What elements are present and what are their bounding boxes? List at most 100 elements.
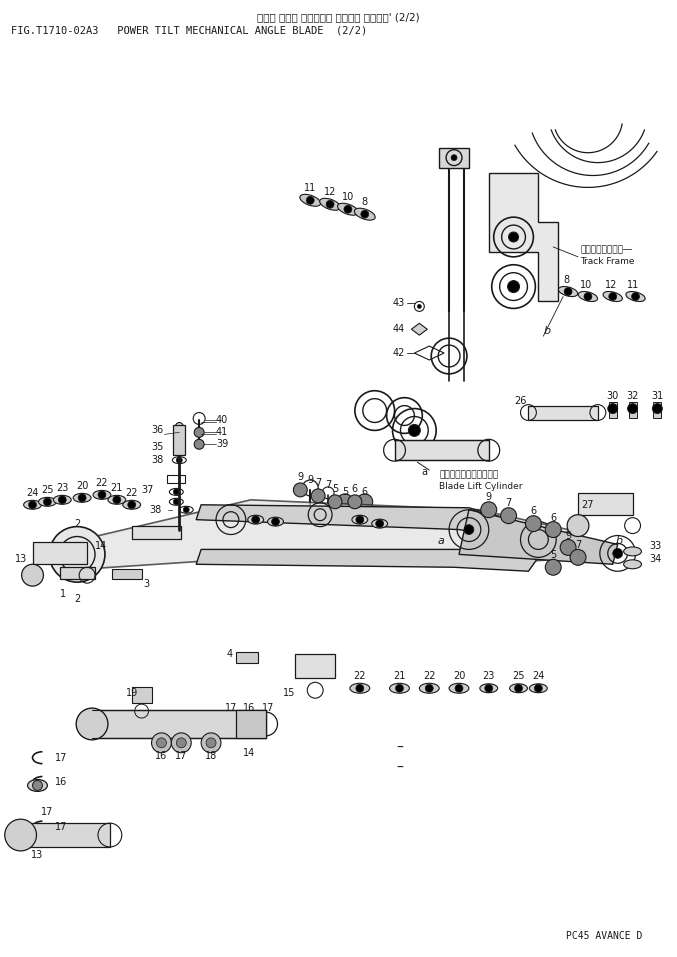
Ellipse shape bbox=[28, 780, 47, 791]
Text: 22: 22 bbox=[95, 478, 108, 488]
Text: 34: 34 bbox=[649, 554, 661, 565]
Text: 7: 7 bbox=[315, 478, 322, 488]
Ellipse shape bbox=[320, 198, 341, 211]
Bar bbox=[132, 687, 152, 703]
Text: 17: 17 bbox=[175, 750, 188, 761]
Bar bbox=[236, 652, 258, 663]
Bar bbox=[92, 710, 265, 738]
Polygon shape bbox=[529, 406, 598, 420]
Ellipse shape bbox=[372, 519, 388, 528]
Circle shape bbox=[464, 524, 474, 535]
Ellipse shape bbox=[108, 496, 126, 504]
Text: 12: 12 bbox=[324, 188, 336, 197]
Text: 5: 5 bbox=[332, 484, 338, 494]
Circle shape bbox=[545, 522, 561, 538]
Circle shape bbox=[515, 684, 523, 692]
Text: 9: 9 bbox=[307, 475, 313, 485]
Ellipse shape bbox=[73, 494, 91, 502]
Circle shape bbox=[567, 515, 589, 537]
Text: 30: 30 bbox=[607, 390, 619, 401]
Circle shape bbox=[417, 304, 421, 308]
Text: 6: 6 bbox=[362, 487, 368, 497]
Circle shape bbox=[584, 293, 592, 300]
Text: 5: 5 bbox=[550, 550, 556, 561]
Text: 8: 8 bbox=[563, 275, 569, 284]
Ellipse shape bbox=[626, 292, 645, 301]
Circle shape bbox=[564, 288, 572, 296]
Text: 19: 19 bbox=[126, 688, 138, 699]
Bar bbox=[132, 525, 181, 540]
Bar bbox=[629, 402, 636, 417]
Bar bbox=[653, 402, 661, 417]
Circle shape bbox=[356, 516, 364, 523]
Text: a: a bbox=[437, 537, 444, 546]
Text: 43: 43 bbox=[392, 299, 404, 308]
Circle shape bbox=[43, 498, 51, 505]
Text: 23: 23 bbox=[483, 672, 495, 681]
Bar bbox=[578, 493, 632, 515]
Text: 10: 10 bbox=[580, 279, 592, 290]
Text: 44: 44 bbox=[392, 324, 404, 334]
Text: 27: 27 bbox=[582, 500, 594, 510]
Circle shape bbox=[361, 211, 369, 218]
Ellipse shape bbox=[338, 203, 358, 215]
Circle shape bbox=[455, 684, 463, 692]
Text: 4: 4 bbox=[227, 649, 233, 658]
Text: FIG.T1710-02A3   POWER TILT MECHANICAL ANGLE BLADE  (2/2): FIG.T1710-02A3 POWER TILT MECHANICAL ANG… bbox=[11, 26, 367, 35]
Bar bbox=[609, 402, 617, 417]
Polygon shape bbox=[412, 323, 427, 335]
Circle shape bbox=[176, 457, 182, 463]
Text: 6: 6 bbox=[352, 484, 358, 494]
Text: 12: 12 bbox=[605, 279, 617, 290]
Text: トラックフレーム―: トラックフレーム― bbox=[580, 245, 632, 255]
Polygon shape bbox=[459, 510, 617, 565]
Ellipse shape bbox=[300, 194, 321, 207]
Circle shape bbox=[171, 733, 191, 753]
Text: 5: 5 bbox=[342, 487, 348, 497]
Circle shape bbox=[326, 200, 334, 209]
Ellipse shape bbox=[389, 683, 410, 693]
Text: 42: 42 bbox=[392, 348, 404, 358]
Polygon shape bbox=[489, 172, 558, 301]
Ellipse shape bbox=[93, 490, 111, 500]
Circle shape bbox=[508, 280, 519, 293]
Bar bbox=[173, 426, 185, 456]
Text: 38: 38 bbox=[149, 504, 162, 515]
Text: 9: 9 bbox=[485, 492, 492, 501]
Text: –: – bbox=[396, 741, 403, 755]
Text: 10: 10 bbox=[342, 192, 354, 202]
Text: 7: 7 bbox=[575, 541, 581, 550]
Ellipse shape bbox=[24, 501, 41, 509]
Text: 8: 8 bbox=[362, 197, 368, 208]
Text: 20: 20 bbox=[453, 672, 465, 681]
Text: 2: 2 bbox=[74, 519, 81, 528]
Text: 17: 17 bbox=[263, 703, 275, 713]
Text: 37: 37 bbox=[141, 485, 154, 495]
Ellipse shape bbox=[529, 684, 547, 693]
Circle shape bbox=[194, 439, 204, 449]
Text: 3: 3 bbox=[144, 579, 150, 590]
Text: 21: 21 bbox=[110, 483, 123, 493]
Text: 32: 32 bbox=[626, 390, 639, 401]
Circle shape bbox=[28, 501, 37, 509]
Text: 22: 22 bbox=[125, 488, 138, 498]
Circle shape bbox=[613, 548, 623, 558]
Circle shape bbox=[152, 733, 171, 753]
Circle shape bbox=[22, 565, 43, 586]
Text: 1: 1 bbox=[60, 590, 66, 599]
Ellipse shape bbox=[578, 292, 598, 301]
Polygon shape bbox=[196, 504, 538, 542]
Ellipse shape bbox=[53, 496, 71, 504]
Circle shape bbox=[357, 494, 373, 510]
Text: 24: 24 bbox=[532, 672, 544, 681]
Circle shape bbox=[356, 684, 364, 692]
Bar bbox=[32, 543, 87, 565]
Circle shape bbox=[113, 496, 121, 503]
Circle shape bbox=[293, 483, 307, 497]
Circle shape bbox=[425, 684, 433, 692]
Ellipse shape bbox=[559, 286, 577, 297]
Circle shape bbox=[156, 738, 167, 747]
Bar bbox=[439, 147, 469, 167]
Polygon shape bbox=[196, 549, 538, 571]
Circle shape bbox=[173, 489, 179, 495]
